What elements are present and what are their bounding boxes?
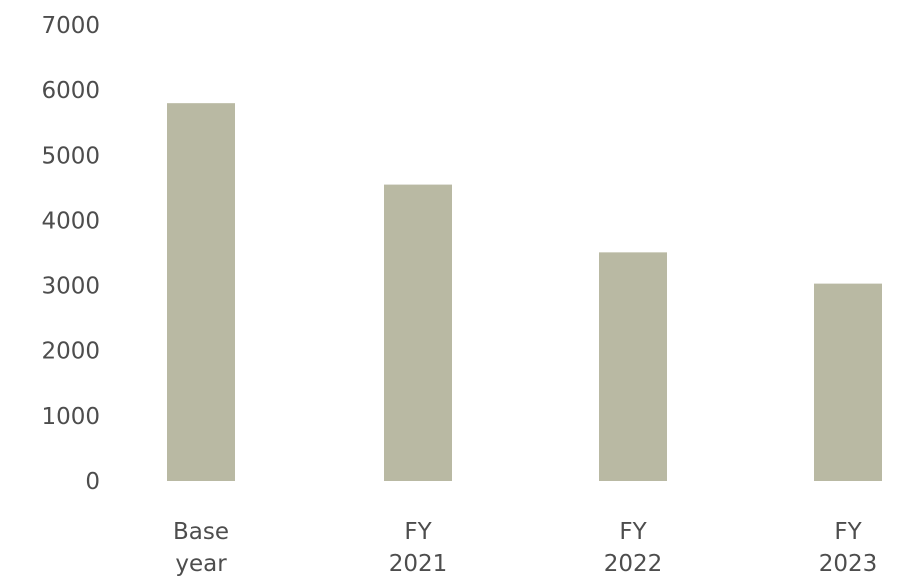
bar: [599, 252, 667, 481]
y-tick-label: 4000: [41, 208, 100, 234]
x-tick-label: 2022: [604, 551, 663, 577]
y-tick-label: 0: [85, 469, 100, 495]
x-tick-label: year: [175, 551, 227, 577]
x-tick-label: Base: [173, 519, 229, 545]
x-tick-label: 2021: [389, 551, 448, 577]
y-tick-label: 5000: [41, 143, 100, 169]
x-tick-label: FY: [404, 519, 432, 545]
y-tick-label: 7000: [41, 13, 100, 39]
bar: [814, 283, 882, 481]
y-tick-label: 2000: [41, 339, 100, 365]
bar: [167, 103, 235, 482]
x-tick-label: FY: [834, 519, 862, 545]
bars: [167, 103, 882, 482]
y-axis: 0 1000 2000 3000 4000 5000 6000 7000: [41, 13, 100, 495]
y-tick-label: 6000: [41, 78, 100, 104]
y-tick-label: 1000: [41, 404, 100, 430]
x-axis: Base year FY 2021 FY 2022 FY 2023: [173, 519, 877, 577]
x-tick-label: 2023: [819, 551, 878, 577]
x-tick-label: FY: [619, 519, 647, 545]
bar: [384, 184, 452, 481]
y-tick-label: 3000: [41, 274, 100, 300]
